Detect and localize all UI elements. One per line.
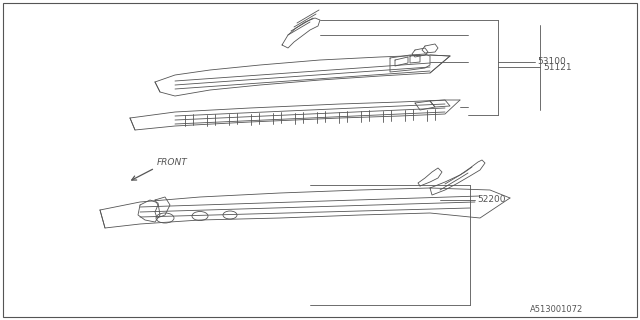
Text: 52200: 52200 xyxy=(477,196,506,204)
Text: A513001072: A513001072 xyxy=(530,305,583,314)
Text: 51121: 51121 xyxy=(543,62,572,71)
Text: FRONT: FRONT xyxy=(157,158,188,167)
Text: 53100: 53100 xyxy=(537,58,566,67)
